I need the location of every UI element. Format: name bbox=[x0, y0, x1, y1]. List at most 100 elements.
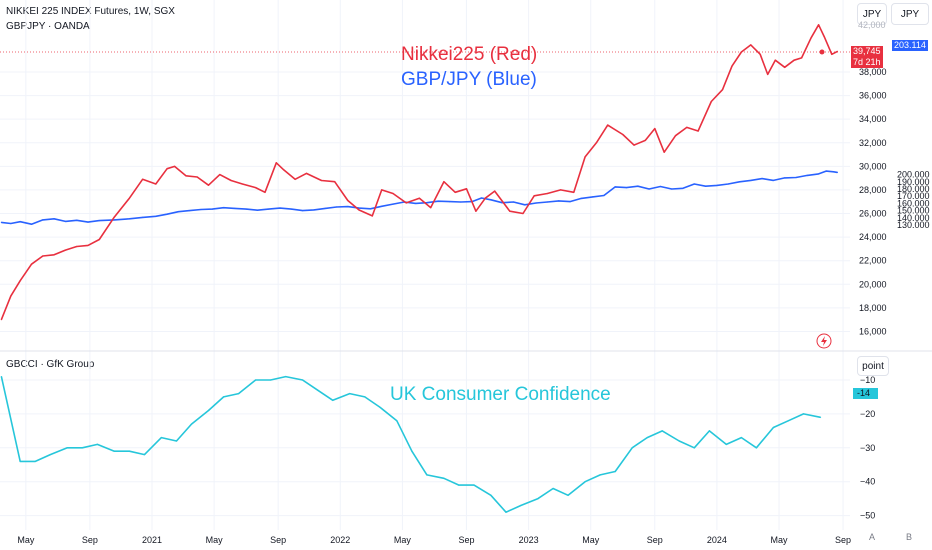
gbpjpy-series-point bbox=[448, 201, 451, 203]
pane2-series-title[interactable]: GBCCI · GfK Group bbox=[6, 359, 95, 370]
gbcci-series-point bbox=[411, 450, 413, 452]
gbcci-series-point bbox=[490, 494, 492, 496]
gbpjpy-series-point bbox=[256, 209, 258, 211]
x-tick-label: Sep bbox=[270, 535, 286, 545]
x-tick-label: May bbox=[394, 535, 412, 545]
gbcci-series-point bbox=[537, 498, 539, 500]
gbpjpy-series-point bbox=[200, 208, 202, 211]
gbcci-series-point bbox=[113, 450, 115, 452]
gbcci-series-point bbox=[175, 440, 178, 442]
left-y-tick-label: 16,000 bbox=[859, 326, 887, 336]
nikkei-series-point bbox=[801, 57, 803, 59]
left-y-tick-label: 24,000 bbox=[859, 232, 887, 242]
gbcci-series-point bbox=[755, 447, 758, 449]
pane2-y-tick-label: −40 bbox=[860, 477, 875, 487]
gbcci-series-point bbox=[160, 437, 162, 439]
gbpjpy-series-point bbox=[113, 219, 115, 221]
gbcci-series-point bbox=[599, 474, 601, 476]
gbcci-series-point bbox=[443, 477, 445, 479]
nikkei-series-point bbox=[98, 238, 100, 241]
gbcci-series-point bbox=[567, 494, 569, 496]
log-scale-button[interactable]: B bbox=[906, 532, 913, 542]
nikkei-series-point bbox=[836, 50, 839, 53]
x-tick-label: 2022 bbox=[330, 535, 350, 545]
left-scale-currency-button[interactable]: JPY bbox=[857, 3, 887, 25]
gbcci-series-point bbox=[49, 454, 51, 456]
gbcci-series-point bbox=[802, 413, 805, 415]
gbcci-series-point bbox=[505, 511, 507, 513]
x-tick-label: Sep bbox=[835, 535, 851, 545]
nikkei-series-point bbox=[255, 187, 257, 189]
nikkei-series-point bbox=[721, 89, 724, 91]
nikkei-series-point bbox=[810, 37, 812, 39]
nikkei-series-point bbox=[392, 192, 394, 195]
gbpjpy-series-point bbox=[546, 201, 549, 203]
gbcci-series-point bbox=[317, 389, 319, 391]
auto-scale-button[interactable]: A bbox=[869, 532, 876, 542]
nikkei-series-point bbox=[454, 191, 456, 193]
left-y-tick-label: 18,000 bbox=[859, 303, 887, 313]
gbcci-series-point bbox=[207, 409, 210, 412]
main-series-title[interactable]: NIKKEI 225 INDEX Futures, 1W, SGX bbox=[6, 6, 175, 17]
right-y-tick-label: 160.000 bbox=[897, 198, 930, 208]
nikkei-series-point bbox=[430, 207, 432, 209]
gbpjpy-series-point bbox=[358, 207, 360, 209]
gbpjpy-series-point bbox=[480, 197, 483, 199]
gbcci-series-point bbox=[787, 420, 790, 422]
right-y-tick-label: 150.000 bbox=[897, 206, 930, 216]
nikkei-series-point bbox=[320, 179, 323, 182]
nikkei-series-point bbox=[371, 215, 373, 217]
nikkei-series-point bbox=[87, 244, 89, 246]
gbcci-series-point bbox=[379, 406, 381, 408]
gbpjpy-series-point bbox=[324, 207, 326, 209]
gbpjpy-series-point bbox=[369, 208, 371, 210]
nikkei-series-point bbox=[241, 183, 243, 185]
x-tick-label: May bbox=[771, 535, 789, 545]
gbcci-series-point bbox=[364, 396, 366, 398]
pane2-unit-button[interactable]: point bbox=[857, 356, 889, 376]
gbpjpy-series-point bbox=[625, 187, 628, 189]
gbcci-series-point bbox=[426, 474, 428, 476]
secondary-series-title[interactable]: GBPJPY · OANDA bbox=[6, 21, 90, 32]
x-tick-label: 2024 bbox=[707, 535, 727, 545]
left-y-tick-label: 28,000 bbox=[859, 185, 887, 195]
gbpjpy-annotation: GBP/JPY (Blue) bbox=[401, 69, 537, 90]
gbpjpy-series-point bbox=[535, 202, 537, 204]
gbcci-series-point bbox=[143, 454, 146, 456]
left-y-tick-label: 22,000 bbox=[859, 256, 887, 266]
gbpjpy-series-point bbox=[524, 204, 526, 206]
x-tick-label: Sep bbox=[458, 535, 474, 545]
nikkei-series-point bbox=[622, 133, 624, 136]
gbpjpy-series-point bbox=[460, 201, 462, 203]
gbcci-series-point bbox=[81, 447, 83, 449]
gbcci-series-point bbox=[396, 420, 398, 422]
gbpjpy-series-point bbox=[64, 220, 66, 222]
nikkei-series-point bbox=[10, 295, 12, 297]
nikkei-price-tag: 39,745 bbox=[851, 46, 883, 57]
nikkei-series-point bbox=[358, 209, 360, 211]
gbcci-series-point bbox=[725, 443, 727, 445]
gbpjpy-series-point bbox=[558, 200, 560, 202]
gbpjpy-price-tag: 203.114 bbox=[892, 40, 928, 51]
gbpjpy-series-point bbox=[290, 208, 292, 210]
gbcci-series-point bbox=[96, 443, 98, 445]
nikkei-series-point bbox=[196, 176, 198, 178]
nikkei-series-point bbox=[64, 249, 66, 251]
gbpjpy-series-point bbox=[569, 201, 571, 203]
nikkei-series-point bbox=[219, 174, 221, 176]
gbcci-series-point bbox=[520, 504, 522, 506]
right-y-tick-label: 180.000 bbox=[897, 184, 930, 194]
gbcci-series-point bbox=[128, 450, 130, 452]
right-scale-currency-button[interactable]: JPY bbox=[891, 3, 929, 25]
gbpjpy-series-point bbox=[381, 205, 383, 207]
nikkei-series-point bbox=[53, 254, 55, 256]
alert-icon[interactable] bbox=[816, 333, 832, 349]
gbpjpy-series-point bbox=[512, 201, 515, 203]
gbcci-series-point bbox=[458, 484, 460, 486]
nikkei-series-point bbox=[76, 245, 78, 248]
gbpjpy-series-point bbox=[772, 179, 775, 181]
gbcci-series-point bbox=[661, 430, 663, 432]
nikkei-series-point bbox=[185, 175, 187, 177]
gbpjpy-series-point bbox=[189, 210, 191, 212]
